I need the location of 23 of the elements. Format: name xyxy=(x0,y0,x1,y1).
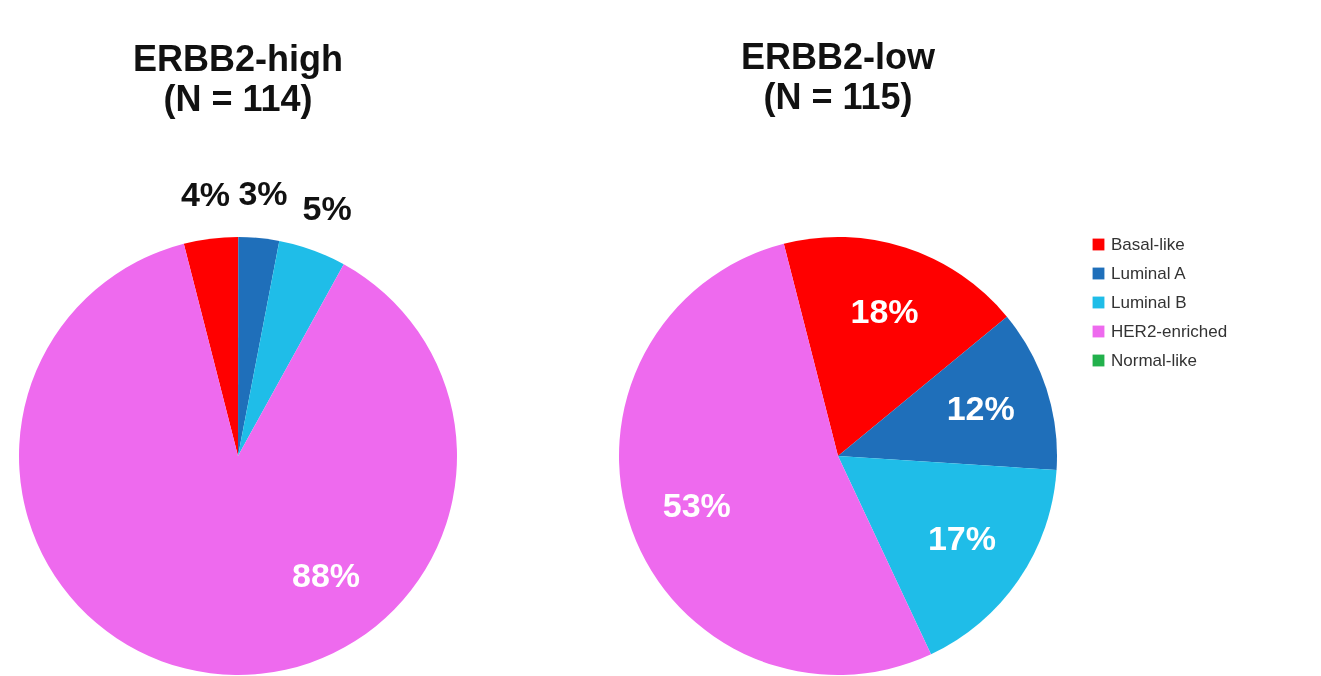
legend-label: Normal-like xyxy=(1111,350,1197,370)
pie-slice xyxy=(238,240,344,456)
chart-subtitle: (N = 114) xyxy=(163,78,313,120)
data-label: 3% xyxy=(238,174,288,213)
pie-slice xyxy=(838,456,1057,655)
chart-title: ERBB2-high xyxy=(133,38,343,80)
chart-subtitle: (N = 115) xyxy=(763,76,913,117)
legend-label: Basal-like xyxy=(1111,234,1185,254)
data-label: 88% xyxy=(291,556,361,595)
pie-slice xyxy=(183,237,239,456)
legend-label: Luminal B xyxy=(1111,292,1187,312)
data-label: 12% xyxy=(946,388,1015,427)
pie-slice xyxy=(19,243,457,675)
data-label: 53% xyxy=(662,485,731,524)
data-label: 4% xyxy=(180,175,231,214)
legend-label: Luminal A xyxy=(1111,263,1187,283)
data-label: 17% xyxy=(927,519,996,558)
chart-title: ERBB2-low xyxy=(740,36,936,77)
data-label: 5% xyxy=(302,188,352,227)
pie-slice xyxy=(619,243,931,675)
pie-slice xyxy=(238,237,280,456)
data-label: 18% xyxy=(850,292,919,331)
legend-label: HER2-enriched xyxy=(1111,321,1228,341)
